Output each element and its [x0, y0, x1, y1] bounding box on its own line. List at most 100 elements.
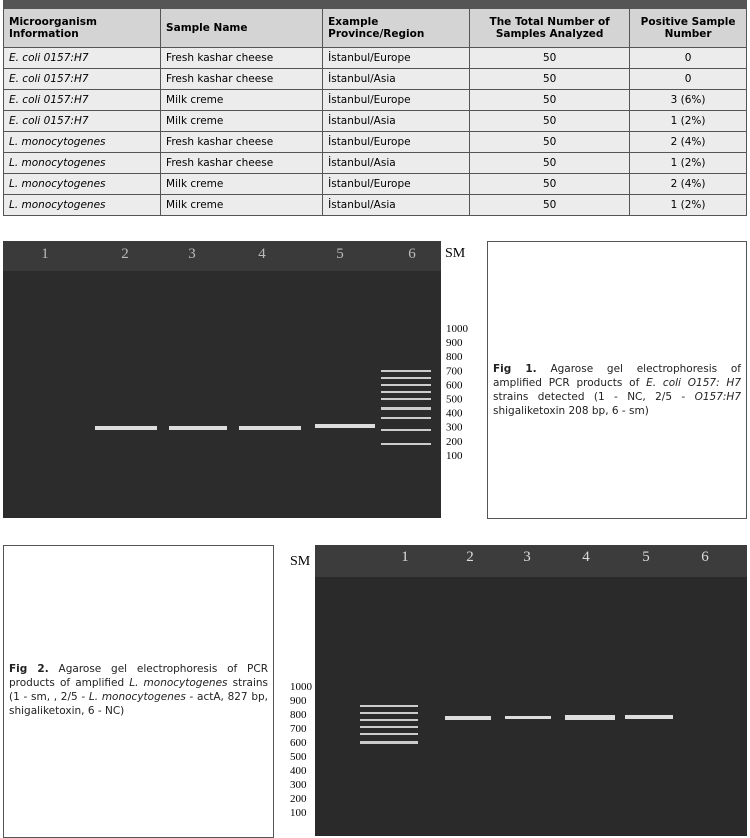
- table-cell: 3 (6%): [629, 89, 747, 111]
- table-cell: E. coli 0157:H7: [2, 89, 162, 111]
- table-cell: E. coli 0157:H7: [2, 47, 162, 69]
- ladder-label: 100: [290, 807, 307, 819]
- table-cell: 50: [469, 131, 631, 153]
- table-row: E. coli 0157:H7 Milk creme İstanbul/Europe…: [2, 89, 747, 111]
- ladder-label: 700: [290, 723, 307, 735]
- table-cell: Fresh kashar cheese: [160, 131, 324, 153]
- table-cell: E. coli 0157:H7: [2, 68, 162, 90]
- lane-label: 2: [466, 549, 474, 565]
- table-cell: İstanbul/Europe: [322, 173, 471, 195]
- table-cell: Fresh kashar cheese: [160, 68, 324, 90]
- table-row: L. monocytogenes Milk creme İstanbul/Asia 5…: [2, 194, 747, 216]
- ladder-label: 1000: [446, 323, 469, 335]
- lane-label: 3: [523, 549, 531, 565]
- ladder-label: 300: [446, 422, 463, 434]
- header-cell: Sample Name: [160, 8, 324, 48]
- ladder-label: 100: [446, 450, 463, 462]
- caption-text: Agarose gel electrophoresis of amplified…: [493, 363, 741, 389]
- table-row: E. coli 0157:H7 Fresh kashar cheese İstanb…: [2, 47, 747, 69]
- table-cell: 50: [469, 194, 631, 216]
- table-row: L. monocytogenes Fresh kashar cheese İstan…: [2, 152, 747, 174]
- table-cell: 1 (2%): [629, 110, 747, 132]
- table-cell: Milk creme: [160, 89, 324, 111]
- table-cell: E. coli 0157:H7: [2, 110, 162, 132]
- caption-text: strains detected (1 - NC, 2/5 -: [493, 391, 695, 403]
- lane-label: 1: [401, 549, 409, 565]
- table-cell: 50: [469, 68, 631, 90]
- header-cell: Microorganism Information: [2, 8, 162, 48]
- caption-text: Agarose gel electrophoresis of PCR produ…: [9, 663, 268, 689]
- ladder-label: 600: [446, 379, 463, 391]
- table-cell: Milk creme: [160, 110, 324, 132]
- lane-label: 5: [336, 246, 344, 262]
- table-cell: 50: [469, 173, 631, 195]
- caption-text: E. coli O157: H7: [646, 377, 742, 389]
- marker-label: SM: [290, 554, 311, 569]
- header-cell: Example Province/Region: [322, 8, 471, 48]
- table-cell: 0: [629, 47, 747, 69]
- data-table: Microorganism Information Sample Name Exam…: [2, 8, 747, 216]
- lane-label: 2: [121, 246, 129, 262]
- table-cell: İstanbul/Europe: [322, 89, 471, 111]
- caption-text: strains (1 - sm, , 2/5 -: [9, 677, 269, 703]
- lane-label: 4: [258, 246, 266, 262]
- table-cell: 1 (2%): [629, 194, 747, 216]
- caption-text: L. monocytogenes: [88, 691, 186, 703]
- ladder-label: 900: [290, 695, 307, 707]
- table-cell: İstanbul/Asia: [322, 152, 471, 174]
- ladder-label: 800: [446, 351, 463, 363]
- table-row: E. coli 0157:H7 Fresh kashar cheese İstanb…: [2, 68, 747, 90]
- caption-text: L. monocytogenes: [129, 677, 228, 689]
- caption-text: O157:H7: [694, 391, 741, 403]
- caption-text: shigaliketoxin 208 bp, 6 - sm): [493, 405, 649, 417]
- gel-image: 1 2 3 4 5 6 SM 1000 900 800 700 600 500 400 300 200 100: [3, 241, 480, 518]
- table-cell: 2 (4%): [629, 131, 747, 153]
- lane-label: 5: [642, 549, 650, 565]
- lane-label: 1: [41, 246, 49, 262]
- ladder-label: 400: [446, 408, 463, 420]
- lane-label: 6: [701, 549, 709, 565]
- ladder-label: 1000: [290, 681, 313, 693]
- table-cell: L. monocytogenes: [2, 173, 162, 195]
- lane-label: 6: [408, 246, 416, 262]
- table-cell: İstanbul/Asia: [322, 68, 471, 90]
- table-cell: Milk creme: [160, 194, 324, 216]
- caption-label: Fig 2.: [9, 663, 49, 675]
- table-cell: Milk creme: [160, 173, 324, 195]
- table-cell: 50: [469, 152, 631, 174]
- ladder-label: 200: [290, 793, 307, 805]
- ladder-label: 500: [446, 394, 463, 406]
- table-caption-strip: [3, 0, 747, 8]
- table-cell: L. monocytogenes: [2, 194, 162, 216]
- header-row: Microorganism Information Sample Name Exam…: [2, 8, 747, 48]
- lane-label: 4: [582, 549, 590, 565]
- table-cell: İstanbul/Europe: [322, 131, 471, 153]
- ladder-label: 300: [290, 779, 307, 791]
- table-cell: 1 (2%): [629, 152, 747, 174]
- caption-label: Fig 1.: [493, 363, 537, 375]
- ladder-label: 500: [290, 751, 307, 763]
- header-cell: The Total Number of Samples Analyzed: [469, 8, 631, 48]
- table-cell: 50: [469, 110, 631, 132]
- header-cell: Positive Sample Number: [629, 8, 747, 48]
- table-cell: L. monocytogenes: [2, 152, 162, 174]
- table-cell: L. monocytogenes: [2, 131, 162, 153]
- table-row: E. coli 0157:H7 Milk creme İstanbul/Asia 50…: [2, 110, 747, 132]
- table-cell: Fresh kashar cheese: [160, 152, 324, 174]
- table-cell: 50: [469, 89, 631, 111]
- marker-label: SM: [445, 246, 466, 261]
- ladder-label: 200: [446, 436, 463, 448]
- table-cell: 2 (4%): [629, 173, 747, 195]
- table-cell: İstanbul/Asia: [322, 194, 471, 216]
- table-cell: İstanbul/Asia: [322, 110, 471, 132]
- ladder-label: 800: [290, 709, 307, 721]
- gel-image: 1 2 3 4 5 6 SM 1000 900 800 700 600 500 400 300 200 100: [280, 545, 747, 836]
- caption-text: - actA, 827 bp, shigaliketoxin, 6 - NC): [9, 691, 268, 717]
- ladder-label: 600: [290, 737, 307, 749]
- lane-label: 3: [188, 246, 196, 262]
- figure-caption: Fig 2. Agarose gel electrophoresis of PC…: [3, 545, 274, 838]
- table-cell: İstanbul/Europe: [322, 47, 471, 69]
- ladder-label: 900: [446, 337, 463, 349]
- figure-caption: Fig 1. Agarose gel electrophoresis of am…: [487, 241, 747, 519]
- ladder-label: 400: [290, 765, 307, 777]
